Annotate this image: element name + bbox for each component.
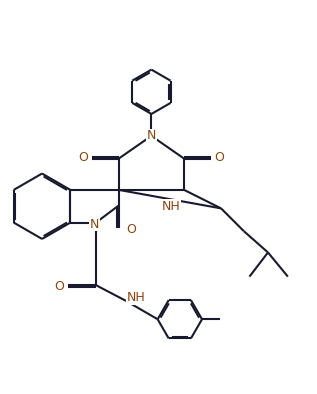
Text: N: N [90,217,99,230]
Text: O: O [54,280,64,293]
Text: NH: NH [126,292,145,305]
Text: O: O [126,223,136,236]
Text: O: O [78,151,88,164]
Text: N: N [147,129,156,142]
Text: O: O [215,151,224,164]
Text: NH: NH [162,200,181,213]
